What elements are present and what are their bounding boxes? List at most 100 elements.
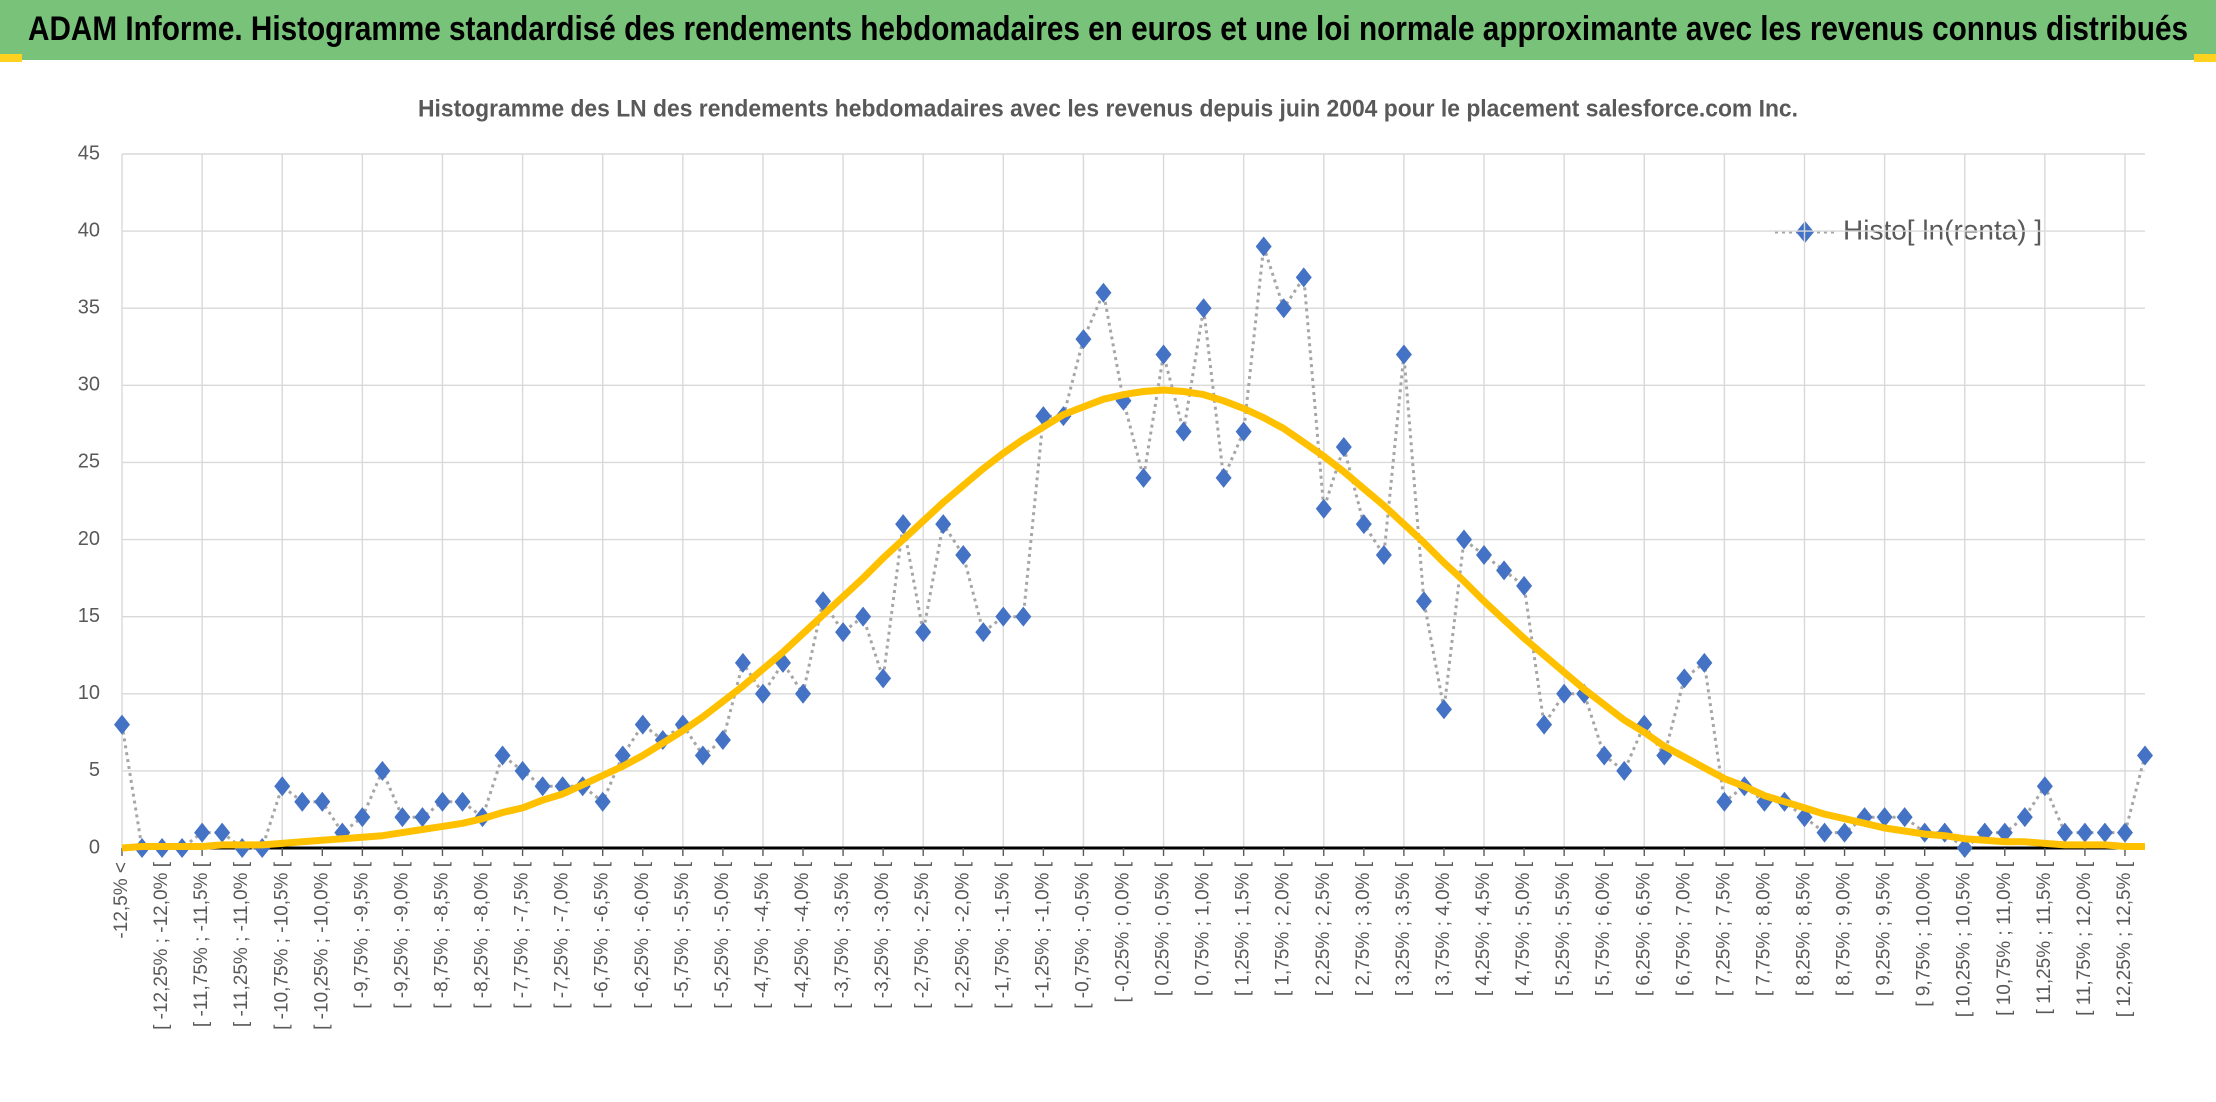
marker [1676,668,1693,689]
marker [1295,267,1312,288]
marker [1536,714,1553,735]
marker [1075,329,1092,350]
x-tick-label: [ 3,75% ; 4,0% [ [1433,861,1454,996]
x-tick-label: [ 0,25% ; 0,5% [ [1153,861,1174,996]
marker [1996,822,2013,843]
marker [1215,467,1232,488]
marker [1435,699,1452,720]
x-tick-label: [ -12,25% ; -12,0% [ [151,861,172,1030]
x-tick-label: [ -1,25% ; -1,0% [ [1032,861,1053,1009]
x-tick-label: [ 9,75% ; 10,0% [ [1914,861,1935,1006]
x-tick-label: [ 7,75% ; 8,0% [ [1753,861,1774,996]
marker [514,760,531,781]
normal-curve [121,386,2145,852]
x-tick-label: [ 10,75% ; 11,0% [ [1994,861,2015,1016]
x-tick-label: [ 12,25% ; 12,5% [ [2114,861,2135,1017]
marker [2096,822,2113,843]
page-title: ADAM Informe. Histogramme standardisé de… [28,10,2188,48]
x-tick-label: [ -8,25% ; -8,0% [ [472,861,493,1009]
marker [875,668,892,689]
marker [2076,822,2093,843]
marker [754,683,771,704]
x-tick-label: [ 8,25% ; 8,5% [ [1794,861,1815,996]
marker [694,745,711,766]
marker [1095,282,1112,303]
marker [454,791,471,812]
x-tick-label: [ -2,75% ; -2,5% [ [912,861,933,1009]
x-tick-label: [ -5,25% ; -5,0% [ [712,861,733,1009]
y-tick-label: 15 [78,605,100,627]
x-tick-label: [ 6,25% ; 6,5% [ [1633,861,1654,996]
x-tick-label: [ -7,75% ; -7,5% [ [512,861,533,1009]
marker [414,807,431,828]
marker [1516,575,1533,596]
x-tick-label: [ -7,25% ; -7,0% [ [552,861,573,1009]
x-tick-label: [ 4,25% ; 4,5% [ [1473,861,1494,996]
marker [915,622,932,643]
x-tick-label: [ -9,25% ; -9,0% [ [391,861,412,1009]
marker [1455,529,1472,550]
x-tick-label: [ -3,25% ; -3,0% [ [872,861,893,1009]
marker [1375,544,1392,565]
x-tick-label: [ 6,75% ; 7,0% [ [1673,861,1694,996]
y-tick-label: 40 [78,219,100,241]
x-tick-label: [ -0,75% ; -0,5% [ [1072,861,1093,1009]
x-tick-label: [ 10,25% ; 10,5% [ [1954,861,1975,1017]
marker [795,683,812,704]
x-tick-label: [ -3,75% ; -3,5% [ [832,861,853,1009]
chart-title: Histogramme des LN des rendements hebdom… [418,95,1798,122]
marker [1235,421,1252,442]
marker [1415,591,1432,612]
marker [494,745,511,766]
marker [274,776,291,797]
y-tick-label: 20 [78,528,100,550]
x-tick-label: [ 5,25% ; 5,5% [ [1553,861,1574,996]
x-tick-label: [ -0,25% ; 0,0% [ [1113,861,1134,1002]
marker [1015,606,1032,627]
marker [194,822,211,843]
marker [895,514,912,535]
x-tick-label: [ 1,25% ; 1,5% [ [1233,861,1254,996]
x-tick-label: [ 9,25% ; 9,5% [ [1874,861,1895,996]
header-band [0,0,2216,60]
marker [1155,344,1172,365]
x-tick-label: [ -6,25% ; -6,0% [ [632,861,653,1009]
marker [734,652,751,673]
marker [1195,298,1212,319]
x-tick-label: [ -11,75% ; -11,5% [ [191,861,212,1027]
x-tick-label: [ -6,75% ; -6,5% [ [592,861,613,1009]
x-tick-label: [ 3,25% ; 3,5% [ [1393,861,1414,996]
marker [1315,498,1332,519]
header-corner [2194,54,2216,62]
marker [2116,822,2133,843]
marker [1175,421,1192,442]
marker [1956,838,1973,858]
marker [314,791,331,812]
marker [1556,683,1573,704]
y-tick-label: 30 [78,374,100,396]
marker [434,791,451,812]
marker [1696,652,1713,673]
marker [1476,544,1493,565]
x-tick-label: [ 4,75% ; 5,0% [ [1513,861,1534,996]
y-tick-label: 0 [89,836,100,858]
x-tick-label: [ -10,75% ; -10,5% [ [271,861,292,1030]
marker [1395,344,1412,365]
x-tick-label: [ -9,75% ; -9,5% [ [351,861,372,1009]
marker [1255,236,1272,257]
x-tick-label: [ 11,75% ; 12,0% [ [2074,861,2095,1016]
marker [594,791,611,812]
x-tick-label: [ 7,25% ; 7,5% [ [1713,861,1734,996]
x-tick-label: [ -8,75% ; -8,5% [ [431,861,452,1009]
marker [1335,437,1352,458]
marker [815,591,832,612]
y-tick-label: 45 [78,142,100,164]
x-tick-label: [ 0,75% ; 1,0% [ [1193,861,1214,996]
x-tick-label: -12,5% < [111,862,132,939]
y-tick-label: 10 [78,682,100,704]
marker [1135,467,1152,488]
x-tick-label: [ -5,75% ; -5,5% [ [672,861,693,1009]
marker [995,606,1012,627]
marker [634,714,651,735]
y-tick-label: 35 [78,297,100,319]
